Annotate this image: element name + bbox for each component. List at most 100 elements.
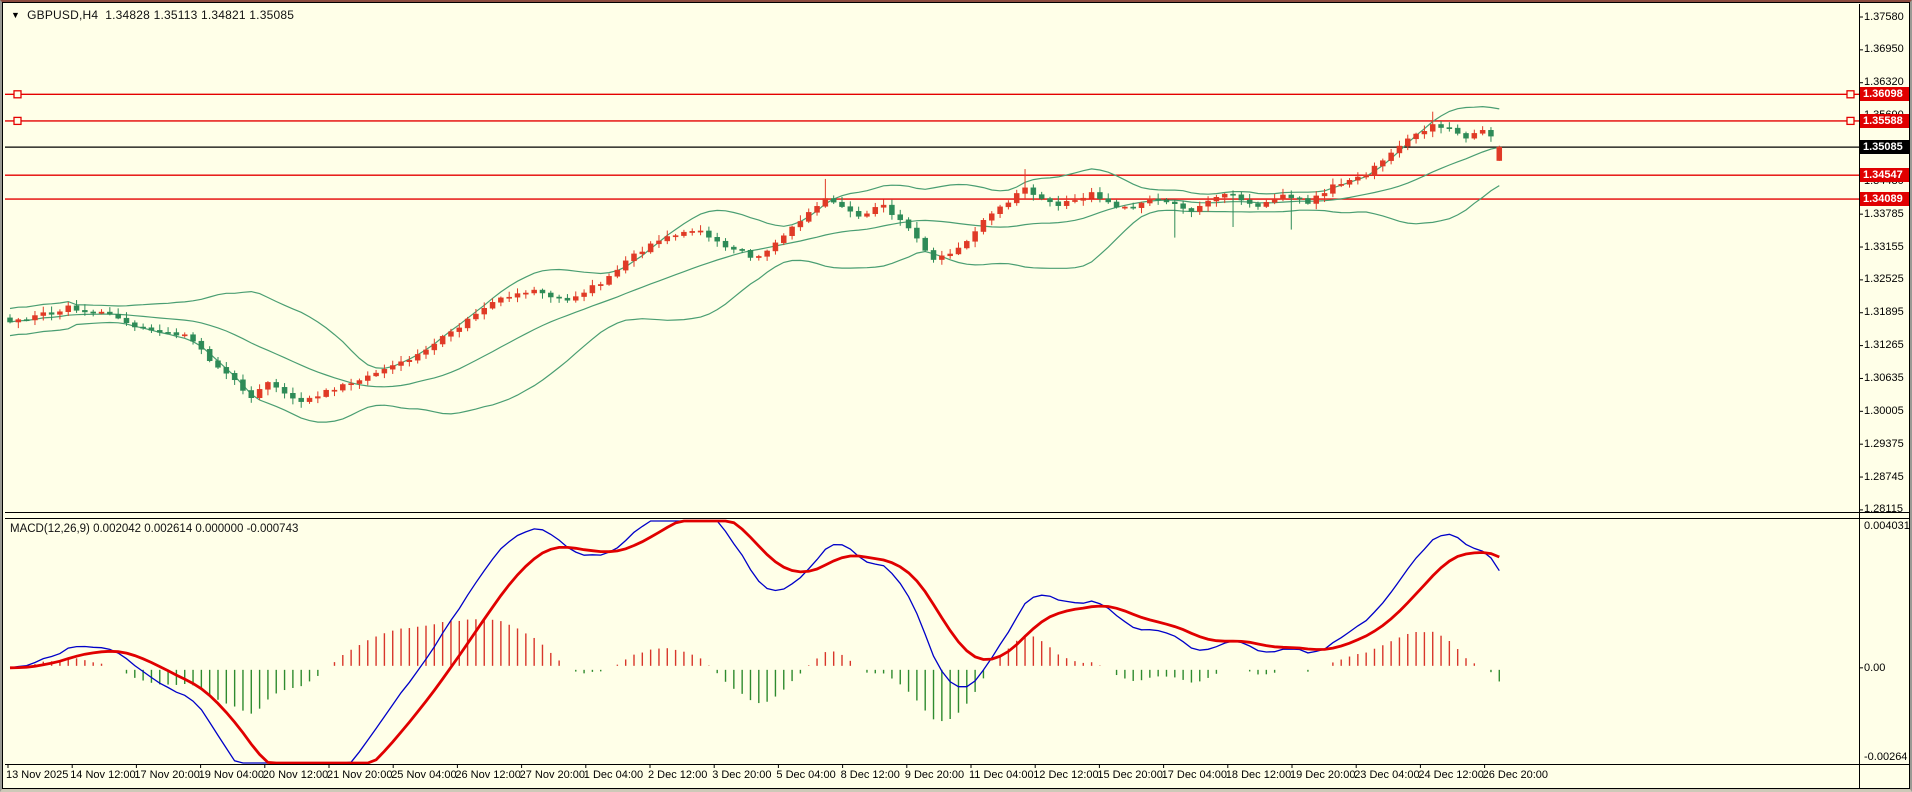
line-handle xyxy=(13,90,22,99)
time-axis-label: 12 Dec 12:00 xyxy=(1033,769,1099,781)
candle-body xyxy=(581,292,587,297)
price-tick-label: 1.29375 xyxy=(1864,437,1904,450)
candle-body xyxy=(115,313,121,319)
candle-body xyxy=(1446,127,1453,130)
candle-body xyxy=(1371,165,1378,176)
candle-body xyxy=(706,230,712,238)
candle-body xyxy=(198,340,205,350)
candle-body xyxy=(781,235,787,244)
candle-body xyxy=(797,221,804,228)
candle-body xyxy=(181,334,188,337)
bollinger-upper-band xyxy=(9,105,1500,369)
candle-body xyxy=(880,204,887,208)
level-price-badge: 1.36098 xyxy=(1860,87,1910,102)
candle-body xyxy=(1080,197,1087,201)
candle-body xyxy=(306,397,313,402)
candle-body xyxy=(855,211,862,217)
candle-body xyxy=(481,307,487,315)
line-handle xyxy=(1846,90,1855,99)
candle-body xyxy=(1355,176,1361,181)
candle-body xyxy=(1246,199,1253,204)
bollinger-lower-band xyxy=(9,185,1500,423)
candle-body xyxy=(1405,138,1411,147)
candle-body xyxy=(356,380,363,384)
candle-body xyxy=(1313,195,1319,204)
candle-body xyxy=(1230,193,1236,196)
time-axis-label: 25 Nov 04:00 xyxy=(391,769,457,781)
candle-body xyxy=(930,250,937,260)
line-handle xyxy=(1846,116,1855,126)
candle-body xyxy=(73,305,80,311)
candle-body xyxy=(40,312,47,316)
candle-body xyxy=(206,349,213,361)
candle-body xyxy=(789,226,795,236)
candle-body xyxy=(631,253,637,262)
candle-body xyxy=(689,231,695,233)
candle-body xyxy=(756,256,762,258)
candle-body xyxy=(514,293,521,298)
time-axis-label: 23 Dec 04:00 xyxy=(1354,769,1420,781)
candle-body xyxy=(1263,202,1270,207)
candle-body xyxy=(1155,198,1161,201)
candle-body xyxy=(1030,187,1037,195)
candle-body xyxy=(622,260,629,271)
candle-body xyxy=(506,296,512,299)
symbol-dropdown-icon[interactable]: ▼ xyxy=(11,9,21,20)
candle-body xyxy=(98,311,105,314)
candle-body xyxy=(1047,198,1053,203)
candle-body xyxy=(1288,194,1295,199)
candle-body xyxy=(231,373,238,381)
candle-body xyxy=(847,206,854,212)
candle-body xyxy=(1321,193,1328,197)
macd-axis-zero-label: 0.00 xyxy=(1864,662,1886,674)
candle-body xyxy=(897,214,903,221)
candle-body xyxy=(606,276,612,285)
candle-body xyxy=(647,243,654,253)
candle-body xyxy=(1346,179,1353,185)
candle-body xyxy=(48,312,55,315)
candle-body xyxy=(1221,193,1228,198)
price-tick-label: 1.28115 xyxy=(1864,503,1903,516)
candle-body xyxy=(889,204,895,215)
candle-body xyxy=(57,311,63,315)
candle-body xyxy=(939,255,945,260)
candle-body xyxy=(389,365,396,370)
candle-body xyxy=(23,319,30,322)
horizontal-level-lines[interactable] xyxy=(5,90,1859,200)
candle-body xyxy=(872,207,879,215)
candle-body xyxy=(82,310,88,313)
candle-body xyxy=(955,247,962,255)
candle-body xyxy=(739,249,745,251)
candle-body xyxy=(947,253,953,257)
candle-body xyxy=(556,296,562,299)
level-price-badge: 1.35588 xyxy=(1860,113,1910,128)
candle-body xyxy=(573,296,579,301)
price-tick-label: 1.36950 xyxy=(1864,43,1904,56)
candle-body xyxy=(473,313,479,320)
candle-body xyxy=(315,396,321,399)
candle-body xyxy=(1438,124,1444,128)
candle-body xyxy=(697,230,704,233)
candle-body xyxy=(1280,194,1286,200)
time-axis-label: 19 Dec 20:00 xyxy=(1290,769,1356,781)
candle-body xyxy=(764,250,770,257)
candle-body xyxy=(123,317,130,323)
time-axis-label: 27 Nov 20:00 xyxy=(519,769,586,781)
candle-body xyxy=(1463,133,1469,139)
price-tick-label: 1.33155 xyxy=(1864,240,1904,253)
candle-body xyxy=(1413,133,1419,140)
candle-body xyxy=(331,389,338,392)
candle-body xyxy=(1022,187,1028,194)
candle-body xyxy=(681,231,687,236)
candle-body xyxy=(1097,192,1103,199)
candle-body xyxy=(1180,203,1186,209)
candle-body xyxy=(256,389,263,399)
candle-body xyxy=(1271,199,1278,203)
time-axis-label: 17 Dec 04:00 xyxy=(1161,769,1228,781)
main-pane[interactable] xyxy=(5,90,1859,423)
candle-body xyxy=(398,361,404,366)
candle-body xyxy=(1338,184,1344,186)
macd-pane[interactable] xyxy=(9,519,1500,764)
candle-body xyxy=(731,246,737,250)
